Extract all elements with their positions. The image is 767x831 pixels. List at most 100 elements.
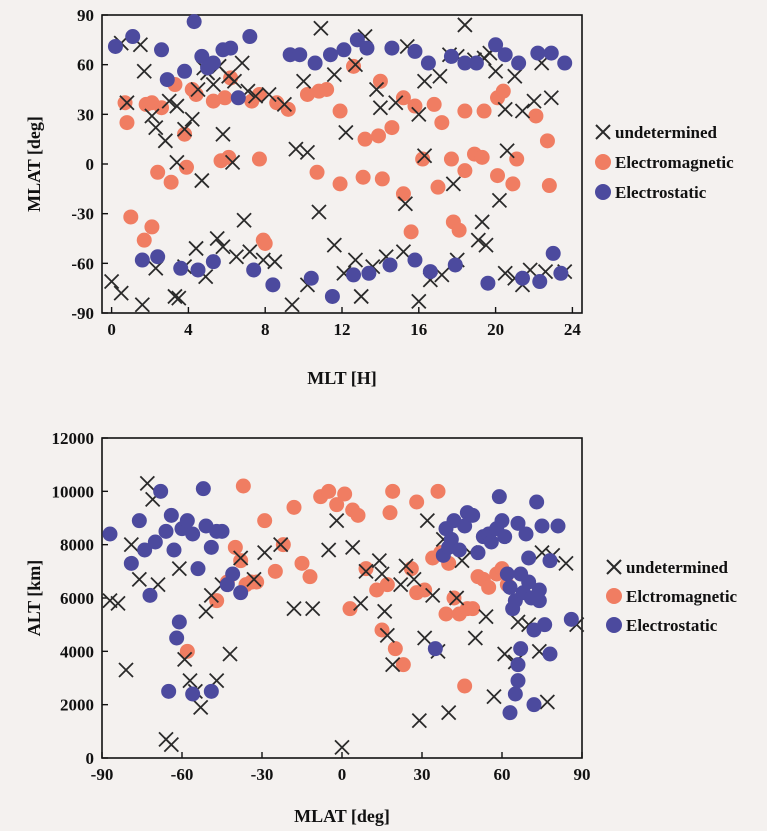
x-tick-label: -90: [91, 765, 114, 784]
undetermined-point: [194, 172, 210, 189]
y-tick-label: -90: [71, 304, 94, 323]
electrostatic-point: [534, 518, 550, 534]
undetermined-point: [176, 121, 193, 137]
electrostatic-point: [518, 526, 534, 542]
electrostatic-point: [407, 43, 423, 59]
electrostatic-point: [480, 275, 496, 291]
electrostatic-point: [521, 574, 537, 590]
undetermined-point: [169, 154, 185, 170]
electrostatic-point: [134, 252, 150, 268]
electrostatic-point: [190, 262, 206, 278]
undetermined-point: [457, 17, 473, 33]
electromagnetic-point: [407, 98, 423, 114]
undetermined-point: [247, 88, 264, 104]
elctromagnetic-point: [457, 678, 473, 694]
legend-label: Elctromagnetic: [626, 587, 738, 606]
y-tick-label: 4000: [60, 642, 94, 661]
y-tick-label: 6000: [60, 589, 94, 608]
x-tick-label: 0: [338, 765, 347, 784]
undetermined-point: [119, 95, 135, 111]
elctromagnetic-point: [275, 537, 291, 553]
undetermined-point: [102, 593, 118, 609]
undetermined-point: [338, 124, 354, 141]
electrostatic-point: [242, 29, 258, 45]
undetermined-point: [411, 713, 427, 729]
electromagnetic-point: [178, 159, 194, 175]
undetermined-point: [236, 212, 252, 228]
x-tick-label: -30: [251, 765, 274, 784]
undetermined-point: [305, 601, 321, 617]
undetermined-point: [326, 237, 342, 253]
electrostatic-point: [443, 531, 459, 547]
electrostatic-point: [422, 264, 438, 280]
electrostatic-point: [465, 507, 481, 523]
electromagnetic-point: [374, 171, 390, 187]
electrostatic-point: [142, 587, 158, 603]
electrostatic-point: [203, 539, 219, 555]
electromagnetic-point: [451, 222, 467, 238]
electrostatic-point: [510, 515, 526, 531]
undetermined-point: [417, 630, 433, 646]
y-tick-label: 0: [86, 749, 95, 768]
undetermined-point: [371, 553, 387, 569]
undetermined-point: [228, 249, 245, 265]
undetermined-point: [161, 93, 177, 109]
undetermined-point: [514, 103, 531, 119]
legend-label: undetermined: [615, 123, 718, 142]
electrostatic-point: [530, 45, 546, 61]
undetermined-point: [497, 265, 513, 281]
electrostatic-point: [511, 55, 527, 71]
electromagnetic-point: [332, 103, 348, 119]
undetermined-point: [209, 230, 225, 247]
elctromagnetic-point: [465, 601, 481, 617]
legend-marker-dot: [595, 154, 611, 170]
electrostatic-point: [361, 265, 377, 281]
electrostatic-point: [531, 582, 547, 598]
x-tick-label: 20: [487, 320, 504, 339]
undetermined-point: [261, 86, 277, 103]
electromagnetic-point: [415, 151, 431, 167]
undetermined-point: [163, 737, 179, 753]
undetermined-point: [347, 57, 364, 73]
data-points: [103, 14, 573, 313]
undetermined-point: [136, 63, 152, 79]
x-axis-label: MLT [H]: [307, 368, 377, 388]
undetermined-point: [416, 73, 433, 89]
undetermined-point: [222, 646, 238, 662]
electrostatic-point: [542, 553, 558, 569]
undetermined-point: [395, 244, 412, 260]
undetermined-point: [246, 571, 262, 587]
electromagnetic-point: [117, 95, 133, 111]
undetermined-point: [467, 630, 483, 646]
undetermined-point: [171, 290, 187, 306]
electrostatic-point: [171, 614, 187, 630]
electrostatic-point: [137, 542, 153, 558]
electrostatic-point: [447, 257, 463, 273]
electromagnetic-point: [395, 90, 411, 106]
electromagnetic-point: [257, 235, 273, 251]
undetermined-point: [478, 237, 494, 253]
y-axis-label: MLAT [deg]: [24, 116, 44, 212]
elctromagnetic-point: [350, 507, 366, 523]
electrostatic-point: [443, 48, 459, 64]
electrostatic-point: [307, 55, 323, 71]
undetermined-point: [499, 143, 515, 159]
electrostatic-point: [190, 561, 206, 577]
legend-marker-dot: [606, 617, 622, 633]
electromagnetic-point: [434, 115, 450, 131]
electromagnetic-point: [205, 93, 221, 109]
legend-marker-dot: [606, 588, 622, 604]
elctromagnetic-point: [257, 513, 273, 529]
electrostatic-point: [186, 14, 202, 30]
electrostatic-point: [166, 542, 182, 558]
undetermined-point: [242, 244, 258, 260]
electrostatic-point: [223, 40, 239, 56]
elctromagnetic-point: [481, 579, 497, 595]
undetermined-point: [110, 595, 126, 611]
electrostatic-point: [346, 267, 362, 283]
undetermined-point: [257, 545, 273, 561]
electromagnetic-point: [457, 103, 473, 119]
undetermined-point: [398, 558, 414, 574]
electrostatic-point: [303, 270, 319, 286]
electrostatic-point: [177, 63, 193, 79]
